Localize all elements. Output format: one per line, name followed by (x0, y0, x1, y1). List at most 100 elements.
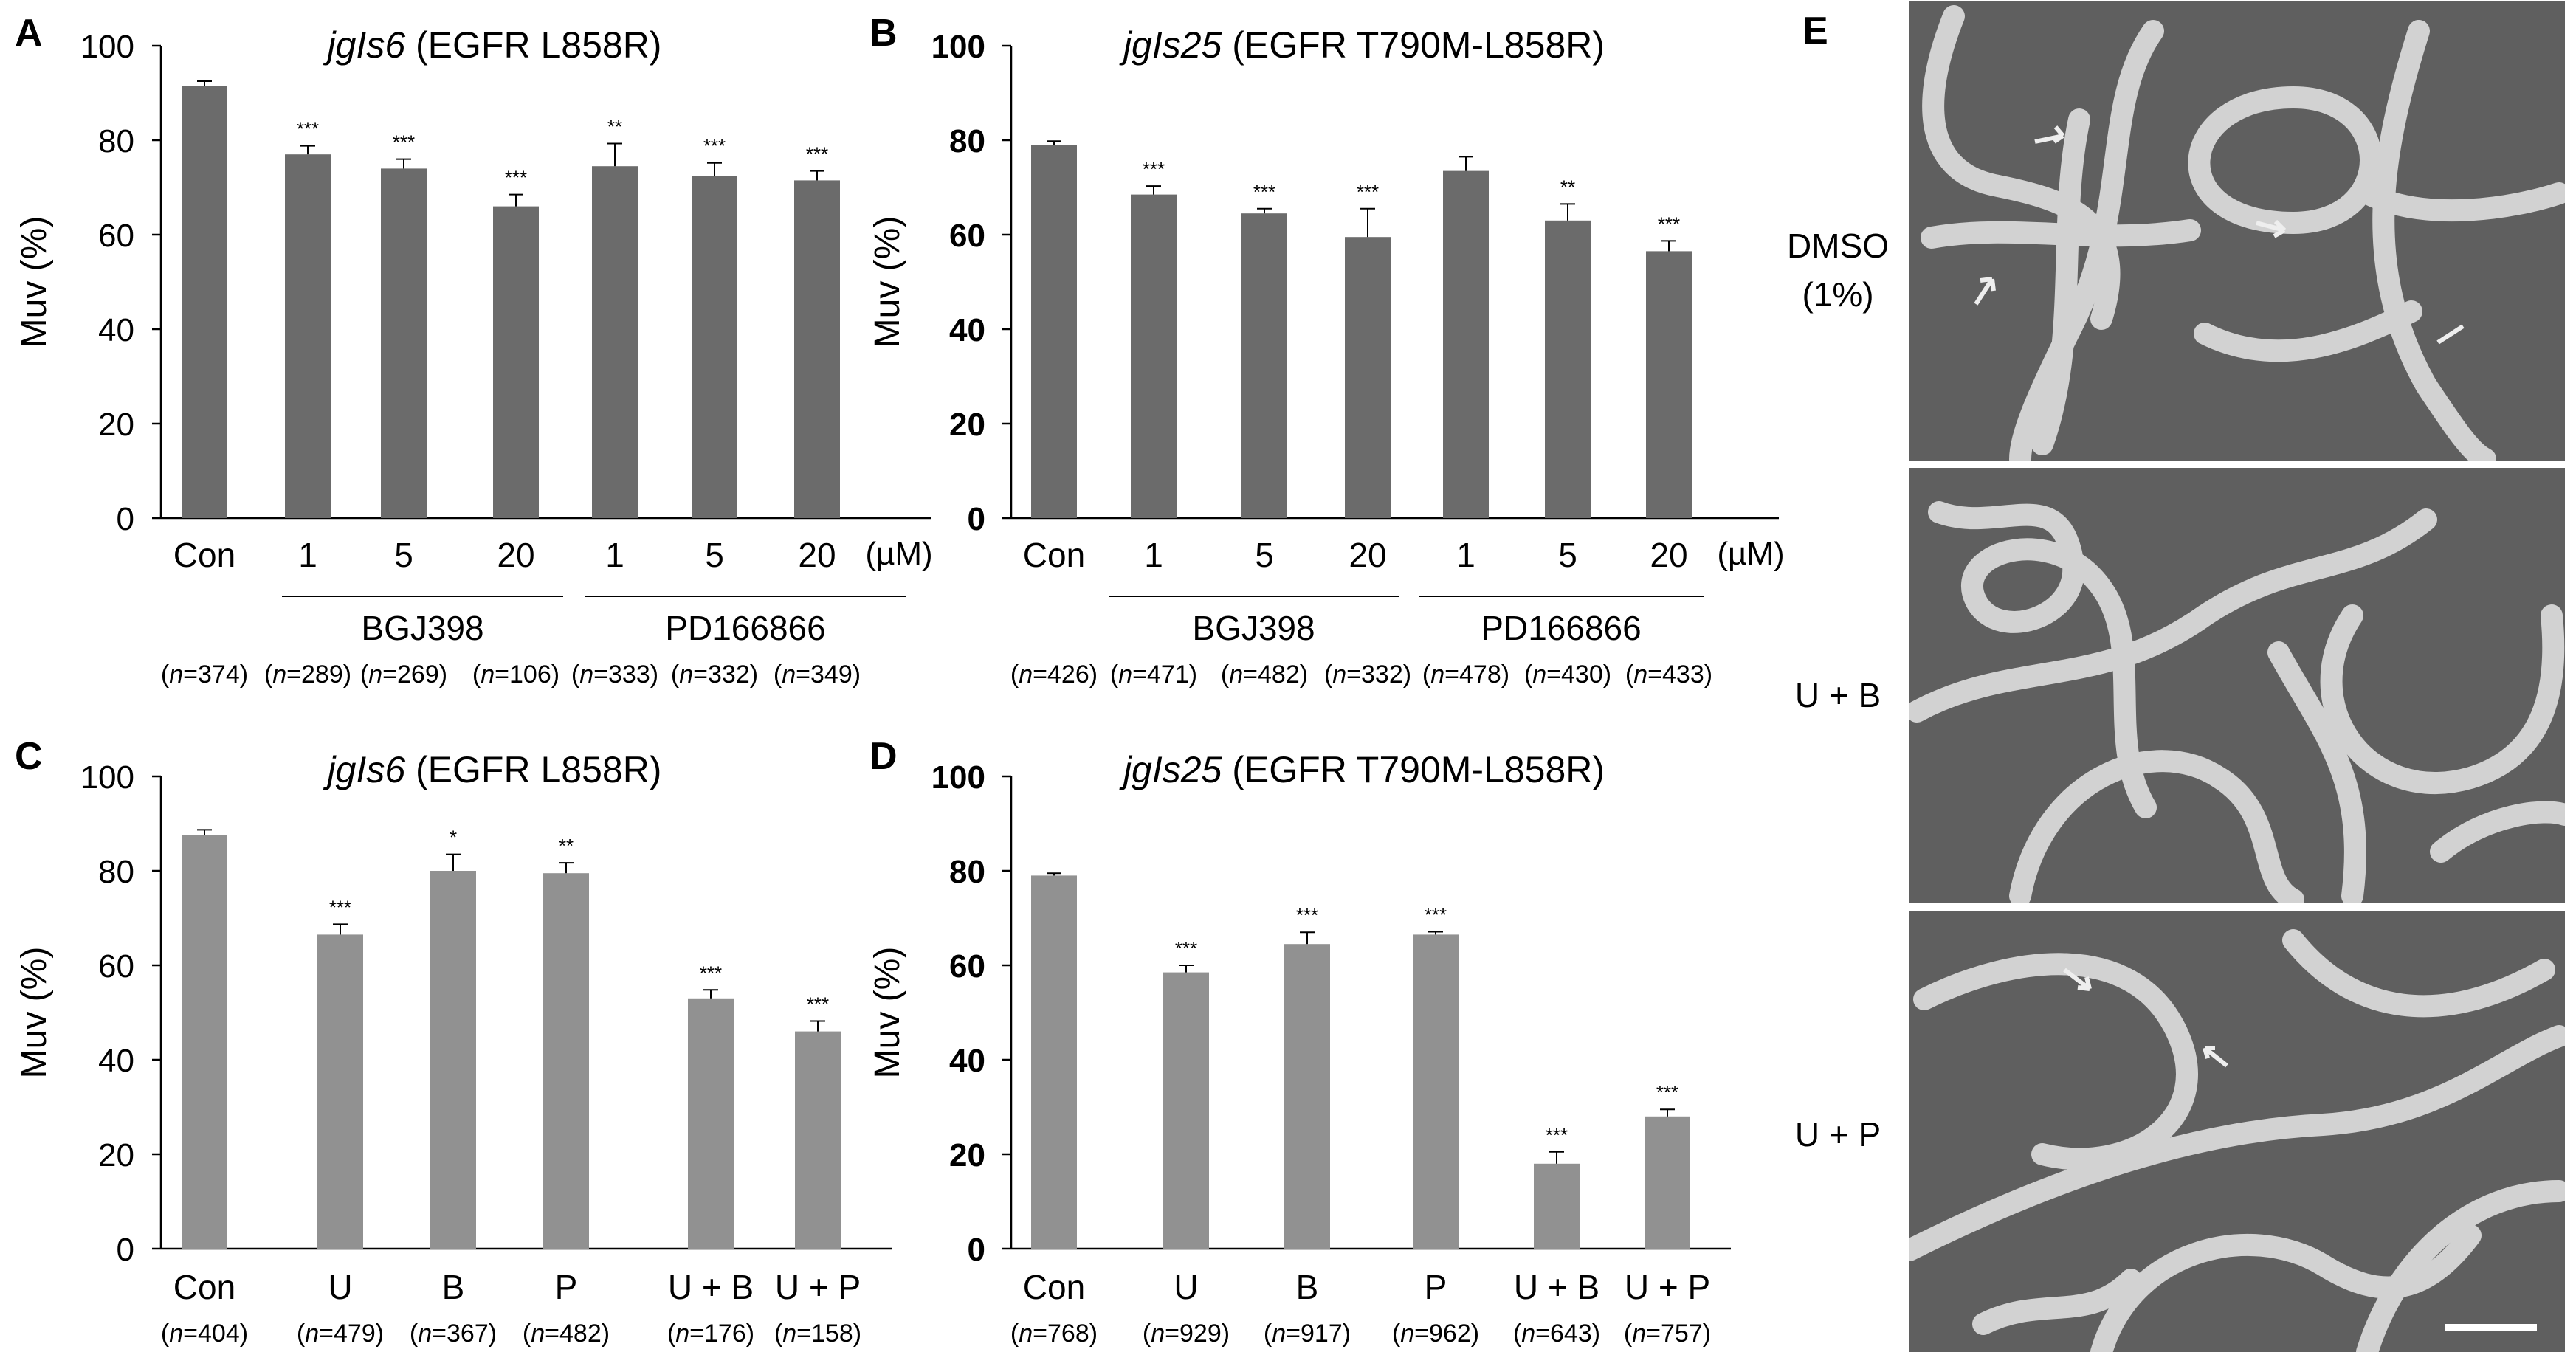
y-tick-label: 100 (931, 29, 985, 65)
y-axis-label: Muv (%) (15, 216, 54, 348)
sample-size-part: ( (472, 661, 481, 689)
panel-e-label: E (1802, 10, 1828, 52)
sample-size-part: n (531, 1320, 545, 1348)
y-tick-label: 60 (98, 218, 134, 254)
panel-title: jgIs25 (EGFR T790M-L858R) (1119, 749, 1605, 790)
bar (430, 871, 476, 1249)
panel-e-row-label-ub: U + B (1794, 676, 1881, 714)
significance-marker: *** (703, 135, 726, 157)
category-label: 1 (1144, 536, 1163, 574)
sample-size-label: (n=269) (360, 661, 447, 689)
sample-size-part: n (1521, 1320, 1535, 1348)
sample-size-part: n (782, 661, 796, 689)
category-label: 20 (1349, 536, 1386, 574)
bar (1031, 875, 1077, 1249)
y-tick-label: 100 (80, 29, 134, 65)
bar (1163, 972, 1209, 1249)
group-label: PD166866 (1481, 609, 1641, 647)
sample-size-label: (n=478) (1422, 661, 1509, 689)
significance-marker: *** (1658, 213, 1680, 235)
sample-size-part: =482) (545, 1320, 610, 1348)
sample-size-part: =471) (1132, 661, 1197, 689)
bar (381, 168, 427, 518)
category-label: U + P (1625, 1268, 1710, 1306)
significance-marker: ** (1560, 176, 1575, 198)
category-label: 1 (298, 536, 317, 574)
bar (1284, 944, 1330, 1249)
sample-size-part: ( (1143, 1320, 1151, 1348)
sample-size-part: ( (297, 1320, 306, 1348)
sample-size-part: ( (1264, 1320, 1272, 1348)
sample-size-part: =757) (1646, 1320, 1711, 1348)
concentration-unit: (µM) (1717, 536, 1784, 572)
sample-size-part: ( (1392, 1320, 1401, 1348)
bar (1443, 170, 1489, 518)
sample-size-part: =106) (495, 661, 559, 689)
row-label-line: (1%) (1802, 275, 1874, 314)
y-tick-label: 0 (117, 1232, 134, 1268)
sample-size-part: n (1019, 1320, 1033, 1348)
sample-size-part: ( (1524, 661, 1533, 689)
title-construct: (EGFR L858R) (405, 749, 661, 790)
category-label: 20 (798, 536, 836, 574)
sample-size-part: ( (1513, 1320, 1522, 1348)
sample-size-part: ( (161, 661, 170, 689)
sample-size-part: ( (1625, 661, 1634, 689)
sample-size-label: (n=471) (1110, 661, 1197, 689)
category-label: 5 (1558, 536, 1577, 574)
significance-marker: *** (329, 896, 351, 918)
sample-size-part: ( (1110, 661, 1119, 689)
title-strain: jgIs25 (1119, 749, 1222, 790)
sample-size-part: ( (1221, 661, 1230, 689)
y-tick-label: 60 (98, 948, 134, 984)
bar (795, 1031, 841, 1249)
bar (1345, 237, 1391, 518)
sample-size-part: n (1332, 661, 1346, 689)
panel-title: jgIs25 (EGFR T790M-L858R) (1119, 24, 1605, 66)
title-strain: jgIs6 (323, 749, 406, 790)
sample-size-part: ( (1324, 661, 1333, 689)
sample-size-part: ( (774, 1320, 783, 1348)
sample-size-part: =332) (1346, 661, 1411, 689)
y-tick-label: 20 (98, 407, 134, 443)
sample-size-part: n (1632, 1320, 1646, 1348)
sample-size-part: n (1430, 661, 1444, 689)
sample-size-part: =333) (593, 661, 658, 689)
title-strain: jgIs6 (323, 24, 406, 66)
y-tick-label: 80 (949, 123, 985, 159)
sample-size-part: n (169, 1320, 183, 1348)
y-tick-label: 20 (949, 1137, 985, 1173)
category-label: B (1296, 1268, 1319, 1306)
sample-size-part: ( (360, 661, 369, 689)
sample-size-label: (n=482) (1221, 661, 1308, 689)
sample-size-part: n (305, 1320, 319, 1348)
significance-marker: *** (1425, 904, 1447, 926)
sample-size-part: n (1272, 1320, 1286, 1348)
sample-size-part: n (272, 661, 286, 689)
micrograph-u-plus-p (1909, 911, 2565, 1352)
y-tick-label: 100 (80, 759, 134, 796)
category-label: 20 (497, 536, 534, 574)
sample-size-part: ( (161, 1320, 170, 1348)
category-label: 5 (705, 536, 724, 574)
y-tick-label: 40 (949, 312, 985, 348)
category-label: Con (173, 1268, 235, 1306)
y-tick-label: 60 (949, 948, 985, 984)
category-label: B (442, 1268, 465, 1306)
sample-size-part: ( (571, 661, 580, 689)
sample-size-label: (n=367) (410, 1320, 497, 1348)
category-label: Con (1023, 536, 1085, 574)
sample-size-part: =426) (1033, 661, 1098, 689)
sample-size-part: =269) (382, 661, 447, 689)
significance-marker: *** (1296, 904, 1318, 926)
significance-marker: *** (700, 962, 722, 984)
sample-size-part: n (368, 661, 382, 689)
sample-size-label: (n=404) (161, 1320, 248, 1348)
y-axis-label: Muv (%) (15, 947, 54, 1079)
category-label: U + B (668, 1268, 754, 1306)
sample-size-label: (n=349) (774, 661, 861, 689)
y-tick-label: 0 (968, 501, 985, 537)
sample-size-part: =367) (432, 1320, 497, 1348)
sample-size-label: (n=768) (1010, 1320, 1098, 1348)
sample-size-part: ( (671, 661, 680, 689)
